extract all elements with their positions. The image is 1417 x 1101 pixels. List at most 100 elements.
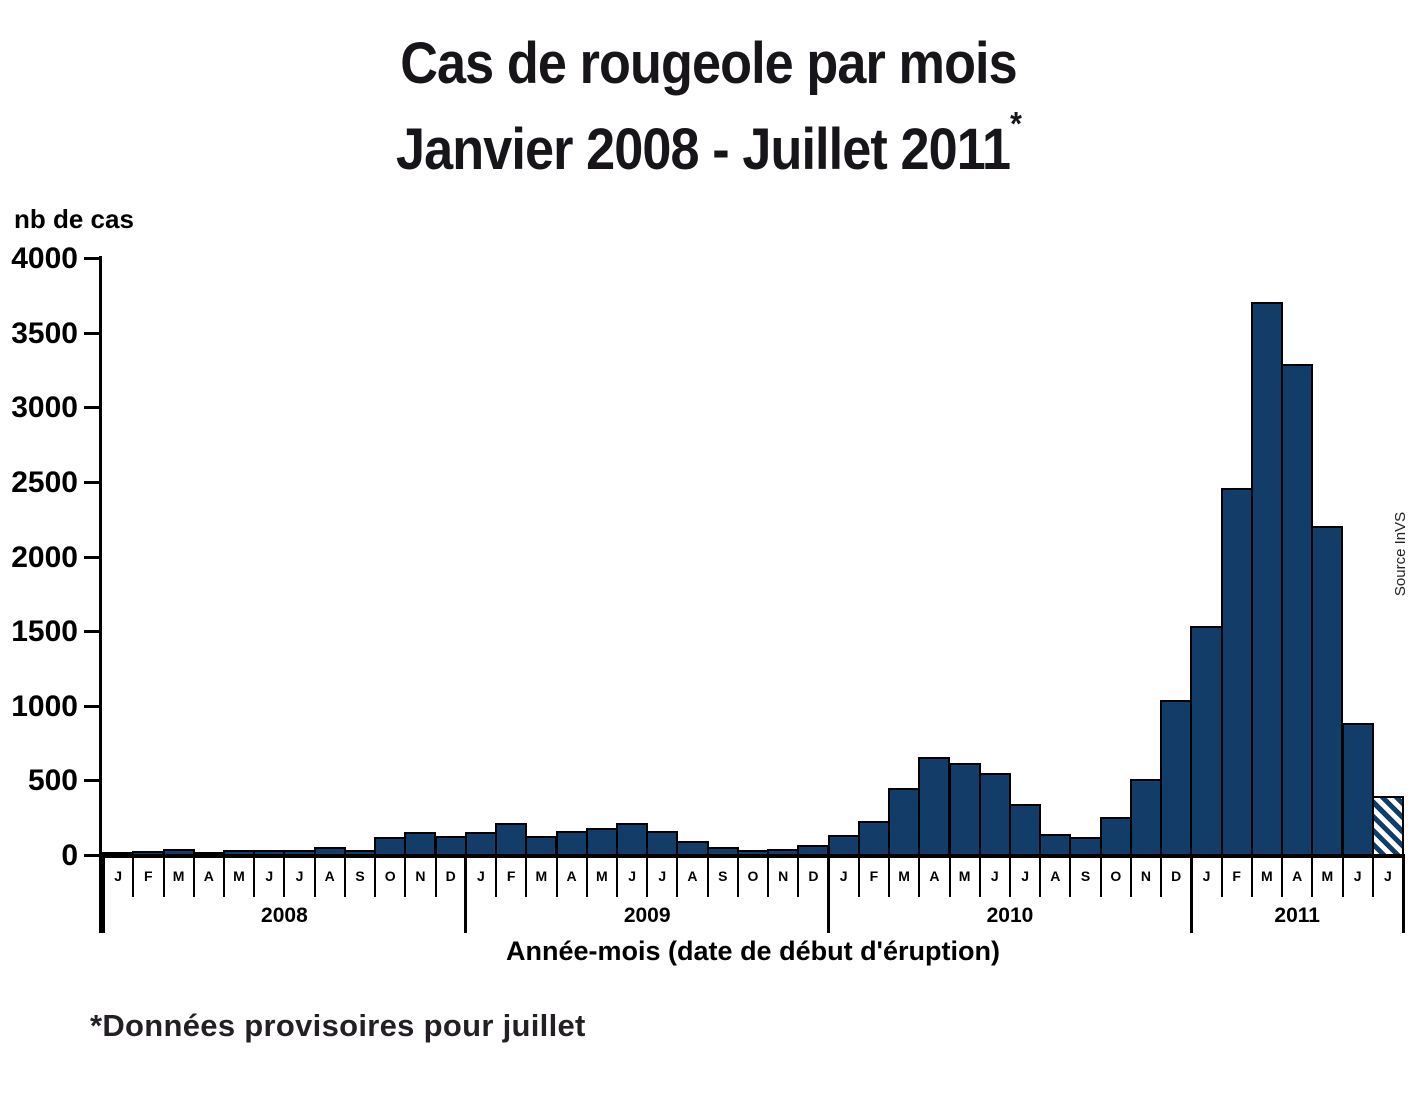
year-separator [827,855,831,933]
y-tick-label-3000: 3000 [11,391,78,425]
year-separator [464,855,468,933]
month-label-2010-m07: J [1021,868,1029,884]
month-label-2009-m07: J [658,868,667,884]
bar-2010-m06 [978,773,1011,858]
month-tick [1341,855,1344,897]
month-tick [978,855,981,897]
bar-2010-m05 [948,763,981,858]
month-label-2008-m04: A [203,868,214,884]
y-axis-line [99,256,102,933]
month-tick [646,855,649,897]
month-tick [374,855,377,897]
y-tick-label-1000: 1000 [11,689,78,723]
bar-2011-m05 [1311,526,1344,858]
month-tick [434,855,437,897]
bar-2010-m04 [918,757,951,858]
month-label-2010-m02: F [869,868,879,884]
month-label-2008-m12: D [445,868,456,884]
month-label-2008-m10: O [384,868,396,884]
month-label-2009-m11: N [778,868,789,884]
month-tick [253,855,256,897]
month-tick [525,855,528,897]
year-label-2011: 2011 [1274,904,1320,927]
month-tick [676,855,679,897]
month-label-2009-m04: A [566,868,577,884]
title-asterisk: * [1010,105,1022,143]
y-tick-label-2000: 2000 [11,540,78,574]
month-tick [767,855,770,897]
y-tick-label-4000: 4000 [11,242,78,275]
y-tick-0 [84,854,100,857]
month-label-2010-m11: N [1140,868,1152,884]
month-label-2011-m07: J [1383,868,1392,884]
month-tick [1220,855,1223,897]
month-tick [555,855,558,897]
y-tick-label-0: 0 [61,839,78,872]
month-label-2008-m06: J [265,868,274,884]
month-label-2008-m03: M [172,868,185,884]
provisional-data-footnote: *Données provisoires pour juillet [90,1008,586,1043]
month-label-2011-m05: M [1321,868,1334,884]
month-tick [1099,855,1102,897]
y-tick-4000 [84,257,100,260]
month-label-2011-m04: A [1292,868,1303,884]
month-tick [162,855,165,897]
month-label-2009-m05: M [595,868,608,884]
y-tick-1000 [84,704,100,708]
month-tick [1129,855,1132,897]
y-tick-2500 [84,480,100,484]
month-label-2009-m01: J [476,868,485,884]
bar-2010-m03 [888,788,921,858]
month-tick [1009,855,1011,897]
bar-2010-m07 [1009,804,1042,858]
month-label-2010-m01: J [839,868,848,884]
month-label-2008-m11: N [415,868,426,884]
y-tick-1500 [84,630,100,634]
month-tick [495,855,497,897]
bar-2011-m02 [1220,488,1253,858]
month-label-2011-m02: F [1232,868,1241,884]
y-tick-label-3500: 3500 [11,316,78,350]
month-label-2010-m08: A [1050,868,1061,884]
month-label-2010-m04: A [929,868,940,884]
month-tick [1250,855,1253,897]
month-label-2009-m09: S [718,868,728,884]
month-label-2009-m02: F [506,868,516,884]
month-tick [918,855,921,897]
month-label-2009-m10: O [747,868,759,884]
month-label-2011-m06: J [1353,868,1362,884]
month-label-2010-m06: J [990,868,999,884]
month-label-2009-m08: A [687,868,698,884]
month-label-2010-m10: O [1110,868,1122,884]
month-tick [192,855,195,897]
chart-title-line2-text: Janvier 2008 - Juillet 2011 [395,116,1011,182]
bar-2011-m06 [1341,723,1374,858]
month-label-2010-m09: S [1080,868,1091,884]
bar-2010-m02 [857,821,890,858]
y-axis-title: nb de cas [14,204,134,234]
year-separator [1189,855,1193,933]
month-label-2008-m02: F [144,868,153,884]
month-tick [1311,855,1314,897]
month-tick [132,855,135,897]
month-tick [948,855,951,897]
month-label-2009-m12: D [808,868,819,884]
year-label-2010: 2010 [986,904,1034,927]
bar-2009-m02 [495,823,528,858]
month-tick [1281,855,1284,897]
year-label-2009: 2009 [623,904,671,927]
month-tick [404,855,407,897]
month-label-2008-m09: S [355,868,365,884]
month-tick [1039,855,1042,897]
bar-2010-m10 [1099,817,1132,858]
month-label-2010-m12: D [1171,868,1182,884]
month-label-2008-m05: M [233,868,245,884]
month-label-2010-m03: M [898,868,910,884]
bar-2011-m04 [1281,364,1314,858]
bar-2009-m04 [555,831,588,858]
y-tick-3000 [84,406,100,410]
chart-title-line2: Janvier 2008 - Juillet 2011* [71,103,1346,189]
bar-2010-m11 [1129,779,1163,858]
month-tick [616,855,618,897]
month-label-2011-m01: J [1202,868,1211,884]
